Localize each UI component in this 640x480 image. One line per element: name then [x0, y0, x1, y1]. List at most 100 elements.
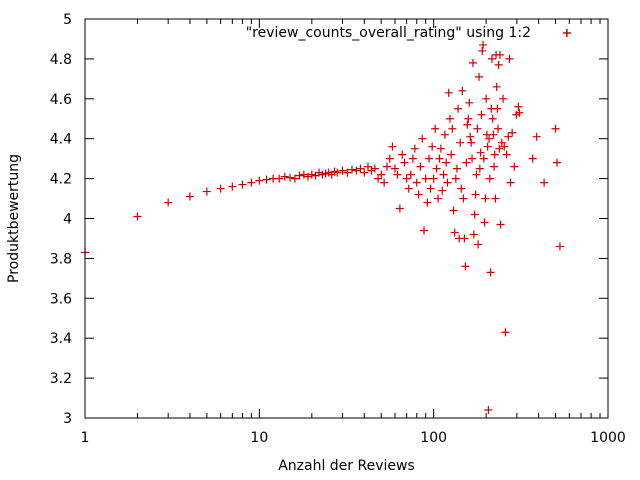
- x-tick-label: 1: [81, 430, 90, 446]
- data-point: [445, 114, 454, 123]
- data-point: [444, 88, 453, 97]
- data-point: [493, 104, 502, 113]
- data-point: [472, 170, 481, 179]
- data-point: [410, 144, 419, 153]
- y-tick-label: 3: [63, 411, 72, 427]
- data-point: [440, 130, 449, 139]
- legend-label: "review_counts_overall_rating" using 1:2: [246, 25, 531, 41]
- data-point: [478, 46, 487, 55]
- data-point: [228, 182, 237, 191]
- data-point: [470, 210, 479, 219]
- plot-area-frame: [84, 18, 609, 419]
- data-point: [280, 172, 289, 181]
- data-point: [419, 226, 428, 235]
- data-point: [356, 164, 365, 173]
- y-tick-label: 4.2: [50, 172, 72, 188]
- data-point: [406, 170, 415, 179]
- y-tick-label: 5: [63, 12, 72, 28]
- data-point: [475, 72, 484, 81]
- data-point: [505, 54, 514, 63]
- data-point: [428, 142, 437, 151]
- data-point: [555, 242, 564, 251]
- data-point: [452, 164, 461, 173]
- data-point: [487, 54, 496, 63]
- data-point: [462, 158, 471, 167]
- data-point: [469, 230, 478, 239]
- data-point: [492, 82, 501, 91]
- data-point: [290, 174, 299, 183]
- data-point: [467, 138, 476, 147]
- x-tick-label: 100: [420, 430, 447, 446]
- data-point: [490, 150, 499, 159]
- x-axis-label: Anzahl der Reviews: [278, 458, 415, 474]
- data-point: [133, 212, 142, 221]
- data-point: [431, 124, 440, 133]
- data-point: [457, 184, 466, 193]
- data-point: [540, 178, 549, 187]
- y-axis-label: Produktbewertung: [6, 154, 22, 283]
- data-point: [307, 170, 316, 179]
- data-point: [479, 40, 488, 49]
- data-point: [484, 406, 493, 415]
- data-point: [465, 98, 474, 107]
- data-point: [515, 108, 524, 117]
- y-tick-label: 3.2: [50, 371, 72, 387]
- data-point: [352, 166, 361, 175]
- data-point: [491, 194, 500, 203]
- data-point: [489, 130, 498, 139]
- data-point: [380, 178, 389, 187]
- data-point: [485, 134, 494, 143]
- data-point: [500, 142, 509, 151]
- data-point: [370, 164, 379, 173]
- data-point: [216, 184, 225, 193]
- data-point: [385, 154, 394, 163]
- data-point: [185, 192, 194, 201]
- data-point: [464, 114, 473, 123]
- data-point: [532, 132, 541, 141]
- data-point: [363, 162, 372, 171]
- data-point: [255, 176, 264, 185]
- data-point: [395, 204, 404, 213]
- data-point: [458, 86, 467, 95]
- data-point: [400, 158, 409, 167]
- data-point: [474, 240, 483, 249]
- data-point: [508, 128, 517, 137]
- data-point: [482, 94, 491, 103]
- y-tick-label: 3.6: [50, 291, 72, 307]
- data-point: [390, 164, 399, 173]
- data-point: [398, 150, 407, 159]
- data-point: [418, 134, 427, 143]
- data-point: [454, 104, 463, 113]
- data-point: [438, 186, 447, 195]
- data-point: [488, 114, 497, 123]
- data-point: [435, 154, 444, 163]
- data-point: [495, 144, 504, 153]
- data-point: [315, 168, 324, 177]
- data-point: [299, 170, 308, 179]
- data-point: [496, 220, 505, 229]
- data-point: [388, 142, 397, 151]
- y-tick-label: 3.4: [50, 331, 72, 347]
- data-point: [506, 178, 515, 187]
- data-point: [367, 166, 376, 175]
- data-point: [504, 132, 513, 141]
- data-point: [338, 166, 347, 175]
- data-point: [426, 184, 435, 193]
- x-tick-label: 1000: [590, 430, 626, 446]
- data-point: [514, 102, 523, 111]
- data-point: [414, 190, 423, 199]
- data-point: [383, 162, 392, 171]
- data-point: [450, 228, 459, 237]
- data-point: [408, 154, 417, 163]
- data-point: [502, 150, 511, 159]
- data-point: [490, 162, 499, 171]
- axis-ticks: 3 3.2 3.4 3.6 3.8 4 4.2 4.4 4.6 4.8 5 1 10 100 1000: [50, 12, 626, 446]
- data-point: [456, 138, 465, 147]
- data-point: [404, 184, 413, 193]
- data-point: [449, 206, 458, 215]
- data-point: [423, 198, 432, 207]
- data-point: [481, 194, 490, 203]
- data-point: [436, 144, 445, 153]
- data-point: [553, 158, 562, 167]
- data-point: [494, 60, 503, 69]
